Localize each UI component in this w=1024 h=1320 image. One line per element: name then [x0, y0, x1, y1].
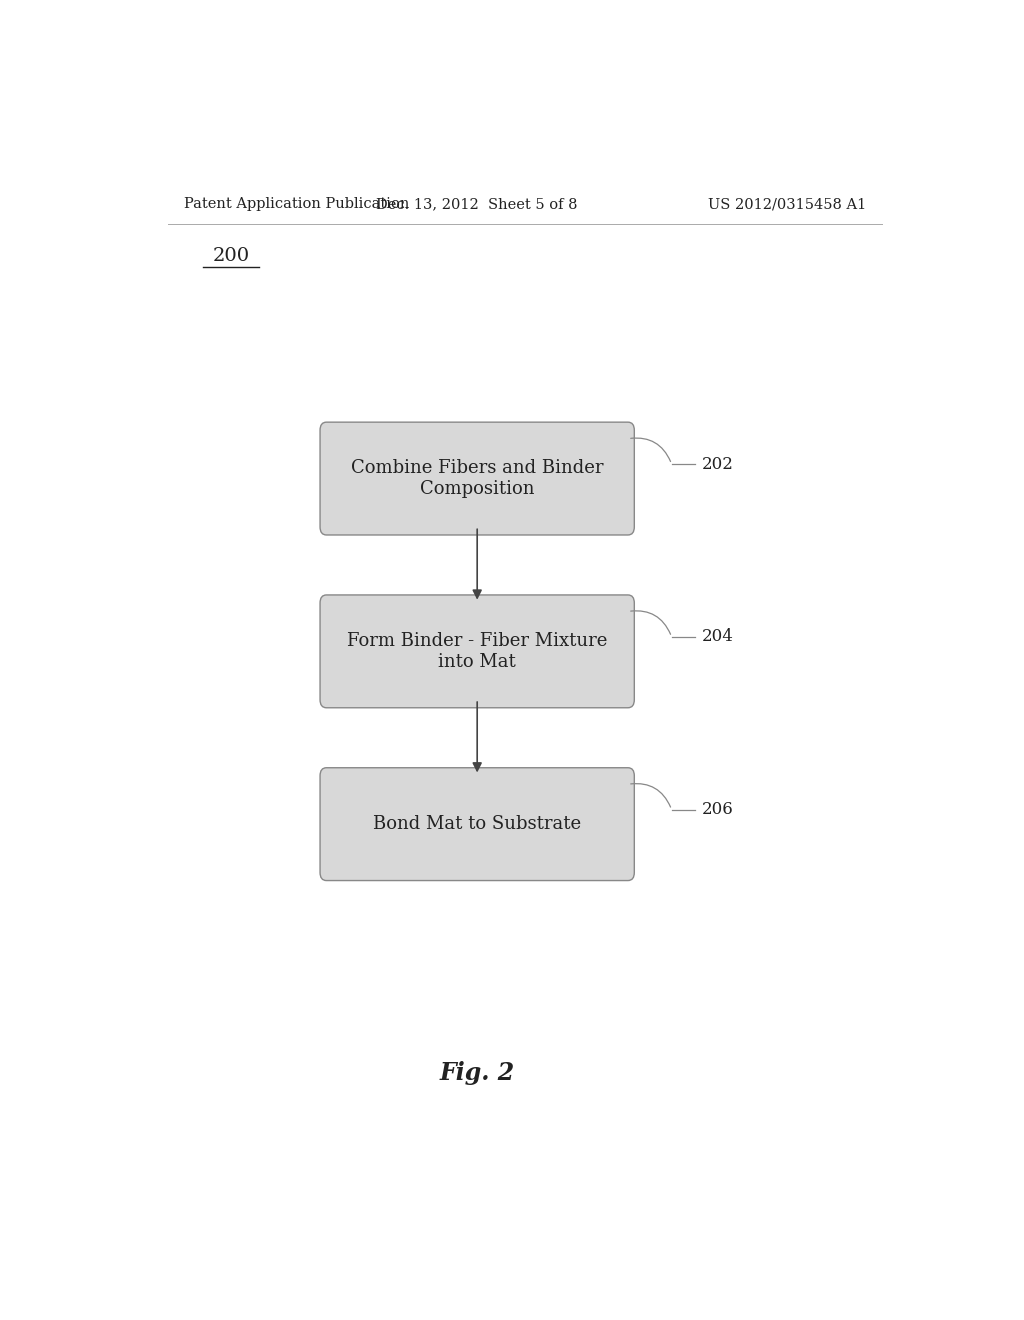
Text: 206: 206	[701, 801, 733, 818]
Text: Patent Application Publication: Patent Application Publication	[183, 197, 409, 211]
Text: Form Binder - Fiber Mixture
into Mat: Form Binder - Fiber Mixture into Mat	[347, 632, 607, 671]
Text: Bond Mat to Substrate: Bond Mat to Substrate	[373, 816, 582, 833]
Text: Fig. 2: Fig. 2	[439, 1061, 515, 1085]
Text: 204: 204	[701, 628, 733, 645]
Text: US 2012/0315458 A1: US 2012/0315458 A1	[708, 197, 866, 211]
Text: 200: 200	[213, 247, 250, 265]
FancyBboxPatch shape	[321, 422, 634, 535]
FancyBboxPatch shape	[321, 768, 634, 880]
Text: 202: 202	[701, 455, 733, 473]
Text: Combine Fibers and Binder
Composition: Combine Fibers and Binder Composition	[351, 459, 603, 498]
Text: Dec. 13, 2012  Sheet 5 of 8: Dec. 13, 2012 Sheet 5 of 8	[377, 197, 578, 211]
FancyBboxPatch shape	[321, 595, 634, 708]
